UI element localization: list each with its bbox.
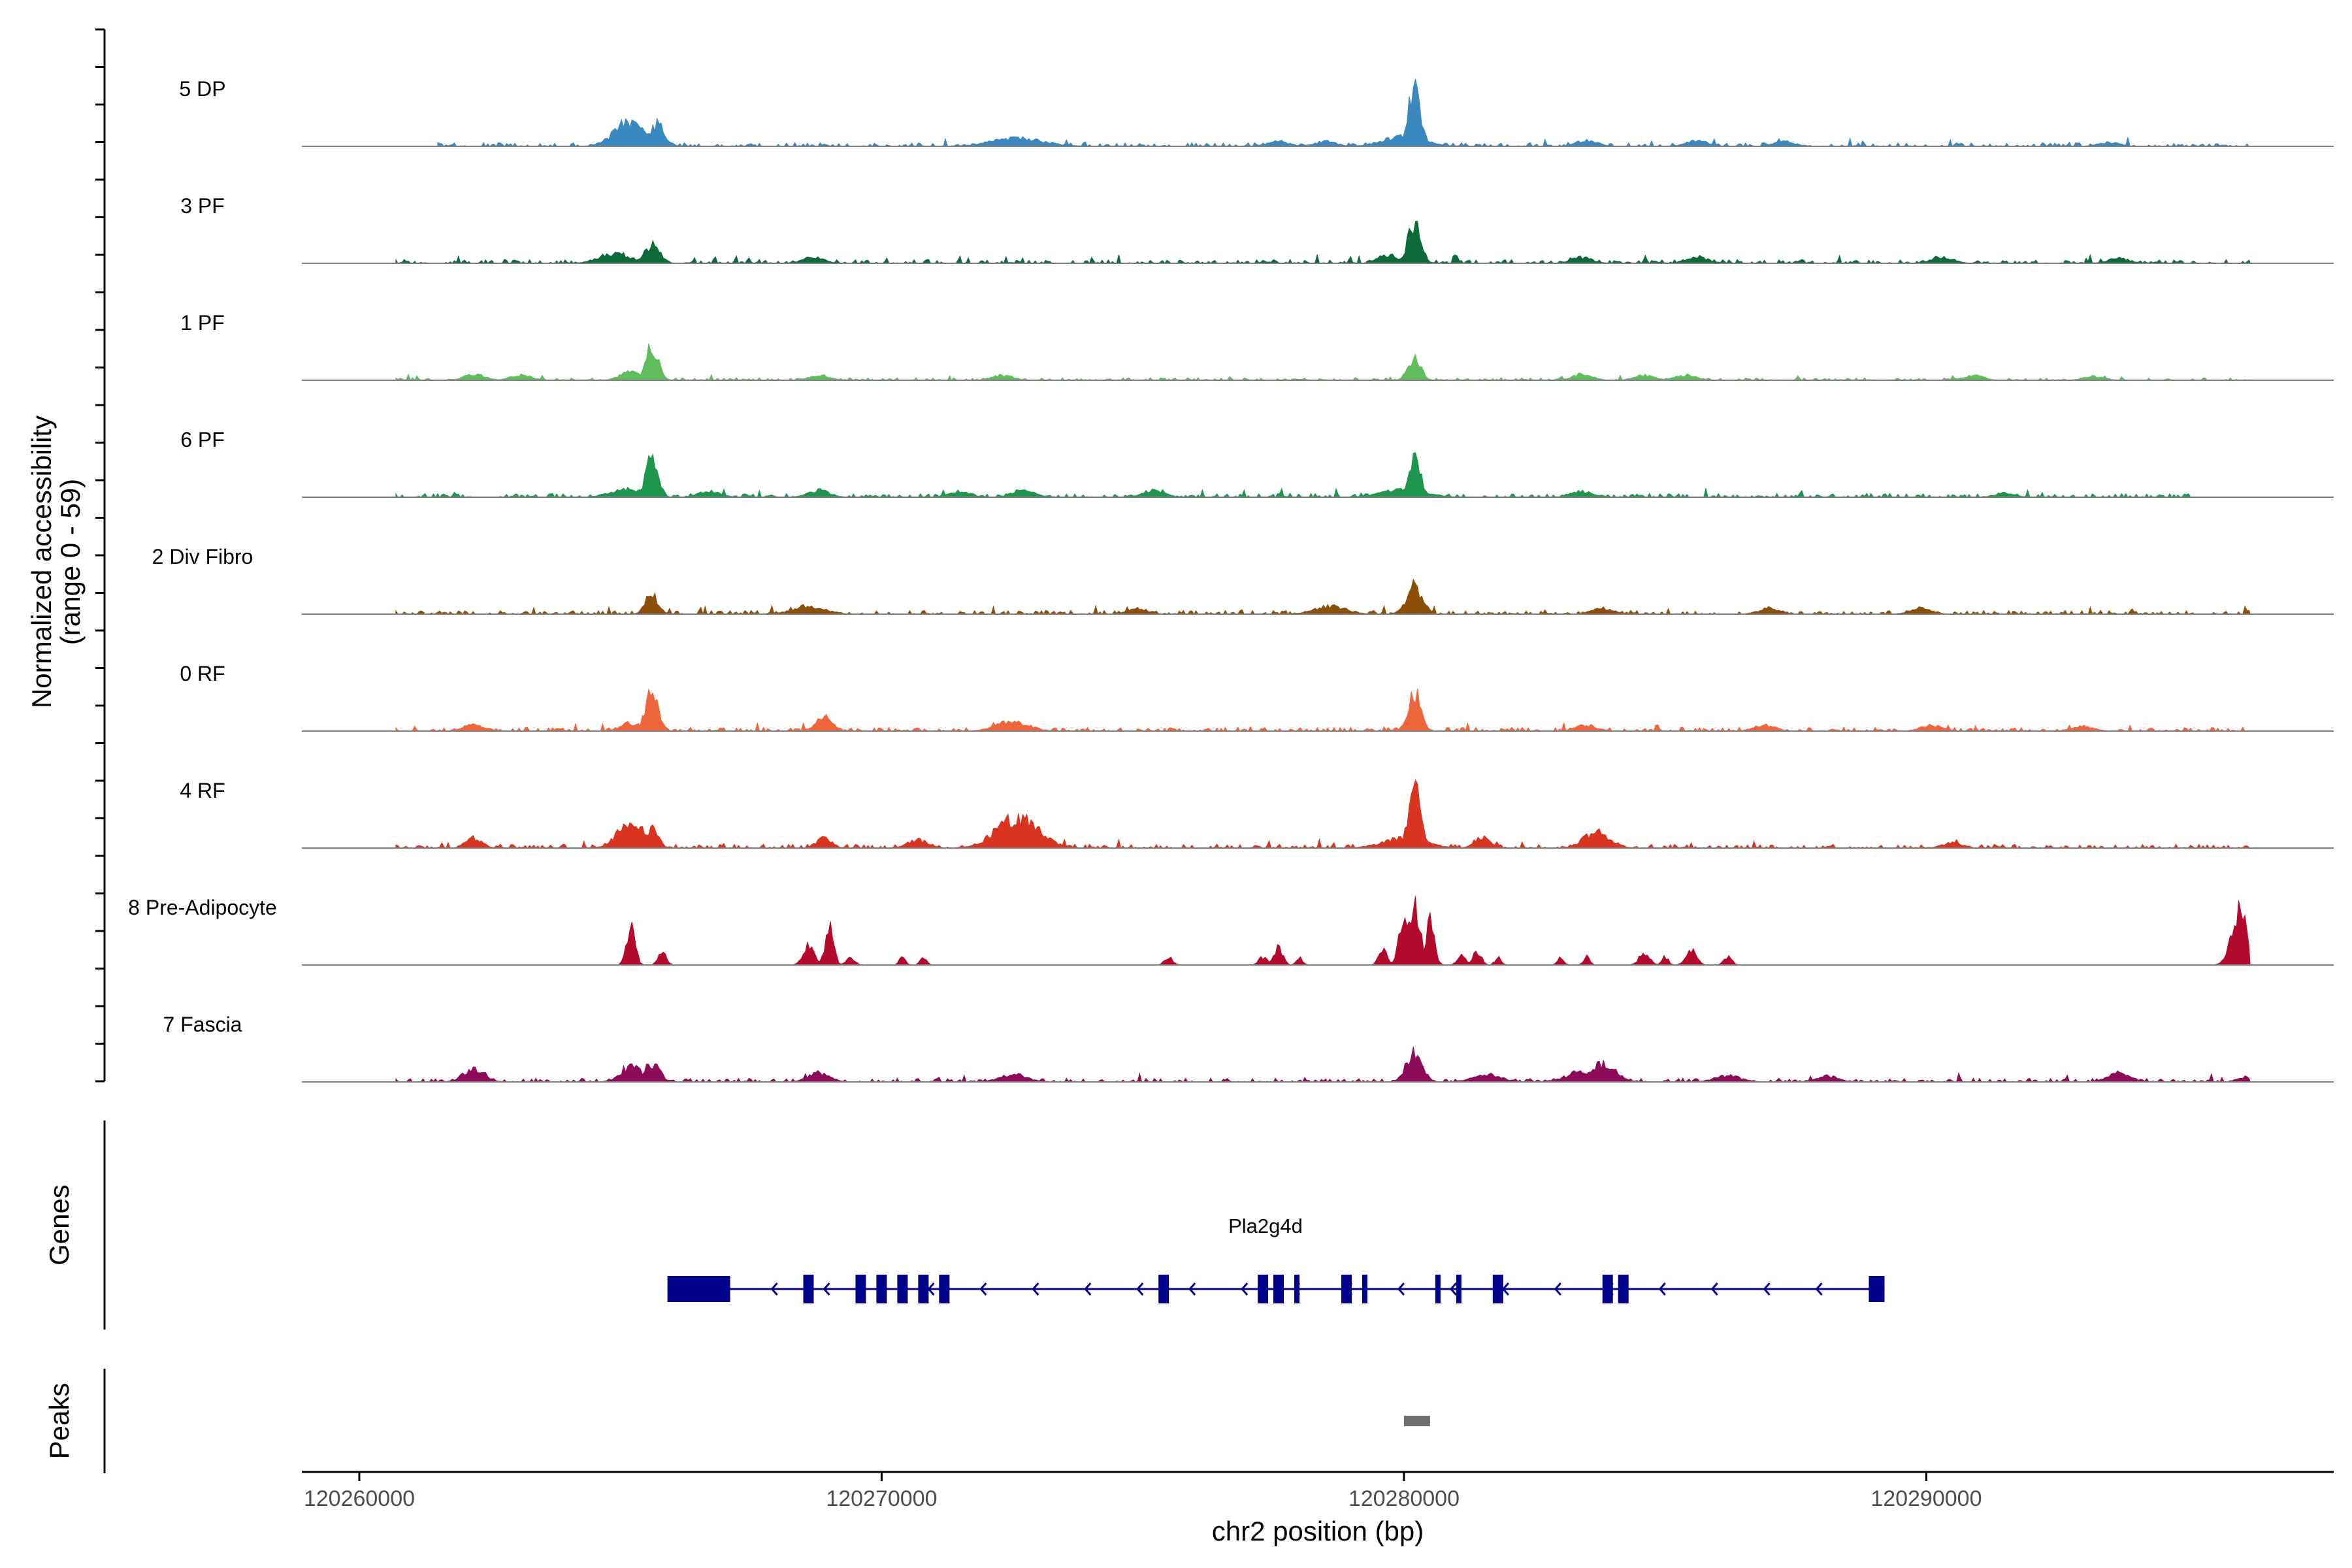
- gene-exon: [1456, 1275, 1462, 1303]
- gene-exon: [1273, 1275, 1284, 1303]
- coverage-area: [395, 452, 2204, 498]
- gene-exon: [803, 1275, 814, 1303]
- gene-exon: [1492, 1275, 1503, 1303]
- gene-exon: [1435, 1275, 1441, 1303]
- strand-arrow: [1710, 1282, 1718, 1296]
- coverage-area: [395, 779, 2251, 849]
- strand-arrow: [770, 1282, 778, 1296]
- peaks-panel: [1403, 1416, 1430, 1426]
- x-tick-label: 120290000: [1870, 1486, 1982, 1511]
- gene-pla2g4d: Pla2g4d: [667, 1215, 1885, 1303]
- x-axis-ticks: 120260000 120270000 120280000 120290000: [304, 1472, 1982, 1511]
- peak-region: [1403, 1416, 1430, 1426]
- track-label: 0 RF: [180, 662, 225, 685]
- track-4-rf: 4 RF: [180, 779, 2334, 849]
- gene-exon: [1362, 1275, 1367, 1303]
- coverage-area: [395, 896, 2251, 966]
- coverage-area: [395, 578, 2251, 615]
- strand-arrow: [1084, 1282, 1092, 1296]
- gene-exon: [667, 1276, 730, 1302]
- gene-exon: [939, 1275, 950, 1303]
- coverage-area: [395, 221, 2251, 264]
- x-tick-label: 120270000: [826, 1486, 937, 1511]
- coverage-area: [395, 1047, 2251, 1083]
- genes-panel: Pla2g4d: [667, 1215, 1885, 1303]
- strand-arrow: [1554, 1282, 1561, 1296]
- track-5-dp: 5 DP: [179, 77, 2334, 147]
- track-label: 1 PF: [180, 311, 225, 335]
- gene-exon: [918, 1275, 929, 1303]
- y-axis-ticks: [95, 28, 105, 1083]
- coverage-area: [395, 343, 2251, 382]
- strand-arrow: [1136, 1282, 1144, 1296]
- genes-panel-label: Genes: [44, 1184, 74, 1266]
- gene-exon: [1158, 1275, 1169, 1303]
- gene-exon: [1341, 1275, 1352, 1303]
- y-axis-title-line2: (range 0 - 59): [55, 479, 86, 645]
- strand-arrow: [1501, 1282, 1509, 1296]
- track-8-pre-adipocyte: 8 Pre-Adipocyte: [128, 896, 2334, 966]
- strand-arrow: [1763, 1282, 1771, 1296]
- peaks-panel-label: Peaks: [44, 1383, 74, 1460]
- track-label: 6 PF: [180, 428, 225, 451]
- coverage-tracks: 5 DP 3 PF 1 PF 6 PF 2 Div Fibro 0 RF 4 RF 8 Pre…: [128, 77, 2334, 1083]
- strand-arrow: [1658, 1282, 1666, 1296]
- x-tick-label: 120260000: [304, 1486, 415, 1511]
- coverage-area: [437, 78, 2251, 147]
- track-label: 8 Pre-Adipocyte: [128, 896, 277, 919]
- track-label: 2 Div Fibro: [152, 545, 253, 568]
- strand-arrow: [1241, 1282, 1249, 1296]
- track-label: 7 Fascia: [163, 1013, 242, 1036]
- gene-exon: [1294, 1275, 1300, 1303]
- strand-arrow: [1032, 1282, 1039, 1296]
- track-label: 4 RF: [180, 779, 225, 802]
- gene-exon: [1602, 1275, 1613, 1303]
- strand-arrow: [979, 1282, 987, 1296]
- track-1-pf: 1 PF: [180, 311, 2334, 382]
- coverage-area: [395, 688, 2251, 732]
- strand-arrow: [1815, 1282, 1823, 1296]
- track-7-fascia: 7 Fascia: [163, 1013, 2334, 1083]
- x-axis-title: chr2 position (bp): [1212, 1516, 1424, 1546]
- x-tick-label: 120280000: [1348, 1486, 1460, 1511]
- gene-label: Pla2g4d: [1228, 1215, 1303, 1237]
- gene-exon: [1869, 1276, 1885, 1302]
- gene-exon: [897, 1275, 908, 1303]
- track-6-pf: 6 PF: [180, 428, 2334, 498]
- track-2-div-fibro: 2 Div Fibro: [152, 545, 2334, 615]
- gene-exon: [855, 1275, 866, 1303]
- gene-exon: [1258, 1275, 1269, 1303]
- gene-exon: [1618, 1275, 1629, 1303]
- strand-arrow: [823, 1282, 830, 1296]
- y-axis-title-line1: Normalized accessibility: [26, 416, 57, 708]
- track-3-pf: 3 PF: [180, 194, 2334, 264]
- strand-arrow: [1449, 1282, 1457, 1296]
- track-label: 3 PF: [180, 194, 225, 218]
- track-0-rf: 0 RF: [180, 662, 2334, 732]
- track-label: 5 DP: [179, 77, 225, 101]
- strand-arrow: [1188, 1282, 1196, 1296]
- gene-exon: [876, 1275, 887, 1303]
- strand-arrow: [1397, 1282, 1405, 1296]
